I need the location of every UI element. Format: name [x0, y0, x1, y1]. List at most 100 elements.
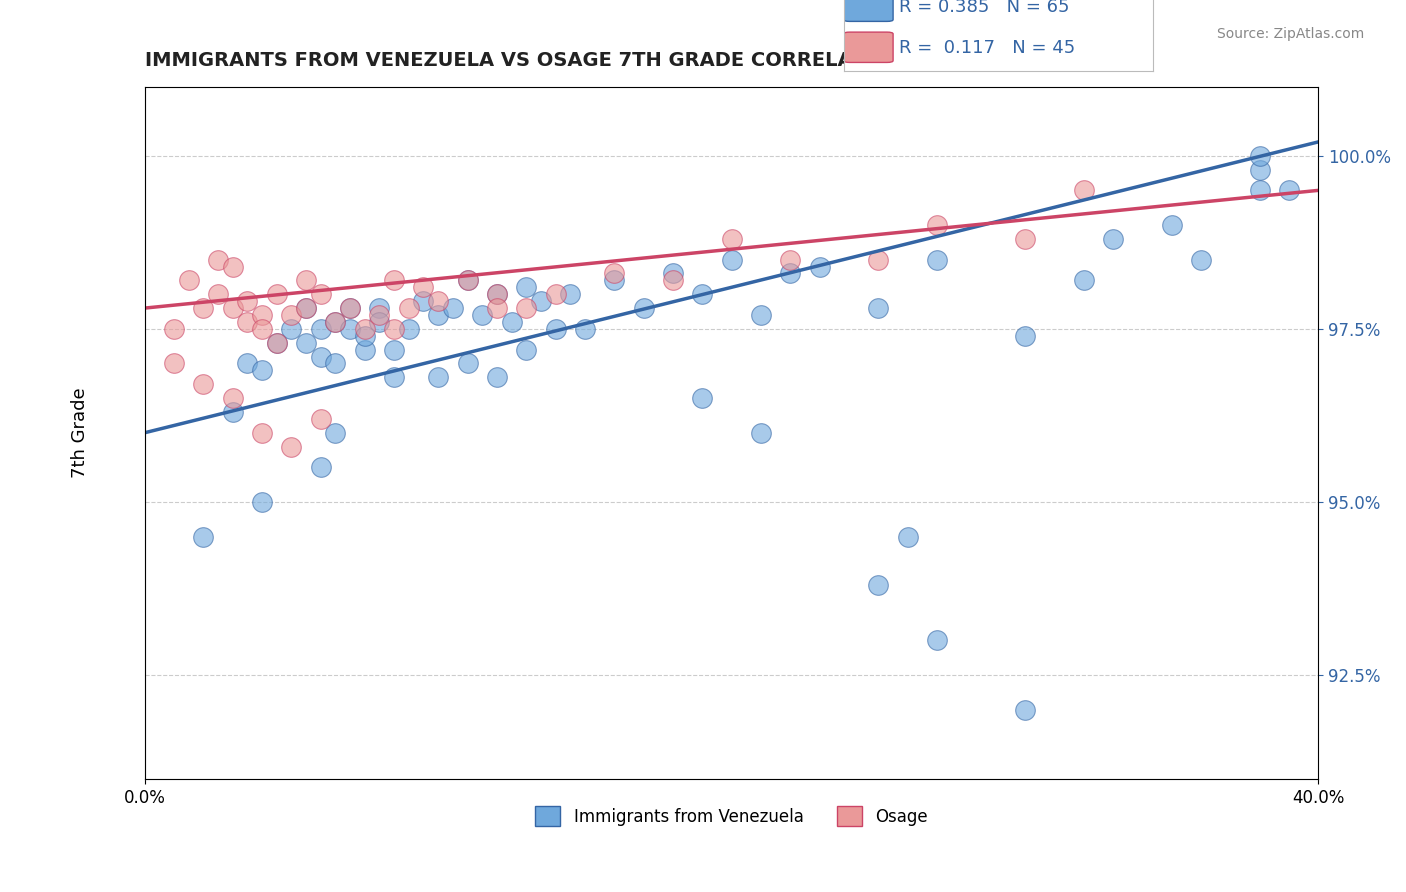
Point: [574, 322, 596, 336]
Point: [325, 425, 347, 440]
Point: [412, 294, 434, 309]
Point: [339, 322, 361, 336]
Point: [868, 252, 890, 267]
Point: [544, 287, 567, 301]
Point: [485, 370, 508, 384]
Point: [280, 322, 302, 336]
Point: [441, 301, 464, 315]
Point: [530, 294, 553, 309]
Point: [250, 495, 273, 509]
Point: [749, 425, 772, 440]
Point: [720, 252, 742, 267]
Point: [368, 301, 391, 315]
Point: [177, 273, 200, 287]
Point: [353, 328, 375, 343]
Point: [266, 335, 288, 350]
Point: [236, 356, 259, 370]
Point: [222, 391, 245, 405]
Point: [749, 308, 772, 322]
Point: [250, 308, 273, 322]
Point: [339, 301, 361, 315]
Point: [1249, 183, 1271, 197]
Point: [779, 267, 801, 281]
Point: [353, 343, 375, 357]
Point: [353, 322, 375, 336]
Point: [868, 301, 890, 315]
Point: [309, 322, 332, 336]
Point: [250, 322, 273, 336]
Point: [222, 260, 245, 274]
Point: [515, 301, 537, 315]
Point: [1102, 232, 1125, 246]
Point: [1014, 232, 1036, 246]
Y-axis label: 7th Grade: 7th Grade: [72, 387, 89, 478]
Point: [325, 315, 347, 329]
Point: [633, 301, 655, 315]
Point: [280, 440, 302, 454]
Point: [280, 308, 302, 322]
Point: [309, 350, 332, 364]
Point: [295, 335, 318, 350]
Point: [1014, 328, 1036, 343]
Point: [501, 315, 523, 329]
Point: [1189, 252, 1212, 267]
Point: [925, 218, 948, 232]
Point: [250, 425, 273, 440]
Point: [925, 633, 948, 648]
Point: [398, 322, 420, 336]
Point: [250, 363, 273, 377]
Point: [382, 343, 405, 357]
Point: [309, 287, 332, 301]
Point: [779, 252, 801, 267]
Point: [295, 301, 318, 315]
Point: [368, 308, 391, 322]
Point: [603, 267, 626, 281]
Point: [457, 273, 479, 287]
Point: [1014, 703, 1036, 717]
Point: [515, 280, 537, 294]
Point: [295, 273, 318, 287]
Point: [339, 301, 361, 315]
Point: [1249, 162, 1271, 177]
Point: [1249, 149, 1271, 163]
Point: [382, 273, 405, 287]
Point: [368, 315, 391, 329]
Point: [457, 356, 479, 370]
Point: [603, 273, 626, 287]
Text: Source: ZipAtlas.com: Source: ZipAtlas.com: [1216, 27, 1364, 41]
Point: [236, 294, 259, 309]
Point: [1073, 183, 1095, 197]
Point: [1278, 183, 1301, 197]
Point: [485, 301, 508, 315]
Point: [193, 530, 215, 544]
Point: [471, 308, 494, 322]
Point: [560, 287, 582, 301]
Point: [427, 294, 450, 309]
FancyBboxPatch shape: [844, 0, 893, 21]
Text: R =  0.117   N = 45: R = 0.117 N = 45: [900, 39, 1076, 57]
Point: [690, 287, 713, 301]
Point: [412, 280, 434, 294]
Point: [457, 273, 479, 287]
Point: [222, 405, 245, 419]
Point: [309, 460, 332, 475]
Legend: Immigrants from Venezuela, Osage: Immigrants from Venezuela, Osage: [529, 799, 935, 833]
Text: R = 0.385   N = 65: R = 0.385 N = 65: [900, 0, 1070, 16]
Point: [163, 322, 186, 336]
Point: [295, 301, 318, 315]
Point: [808, 260, 831, 274]
Point: [515, 343, 537, 357]
Point: [382, 322, 405, 336]
Point: [1073, 273, 1095, 287]
Point: [1160, 218, 1182, 232]
FancyBboxPatch shape: [844, 32, 893, 62]
Point: [193, 377, 215, 392]
Point: [325, 356, 347, 370]
Point: [236, 315, 259, 329]
Point: [662, 273, 685, 287]
Point: [382, 370, 405, 384]
Point: [309, 412, 332, 426]
Point: [193, 301, 215, 315]
Point: [485, 287, 508, 301]
Point: [222, 301, 245, 315]
